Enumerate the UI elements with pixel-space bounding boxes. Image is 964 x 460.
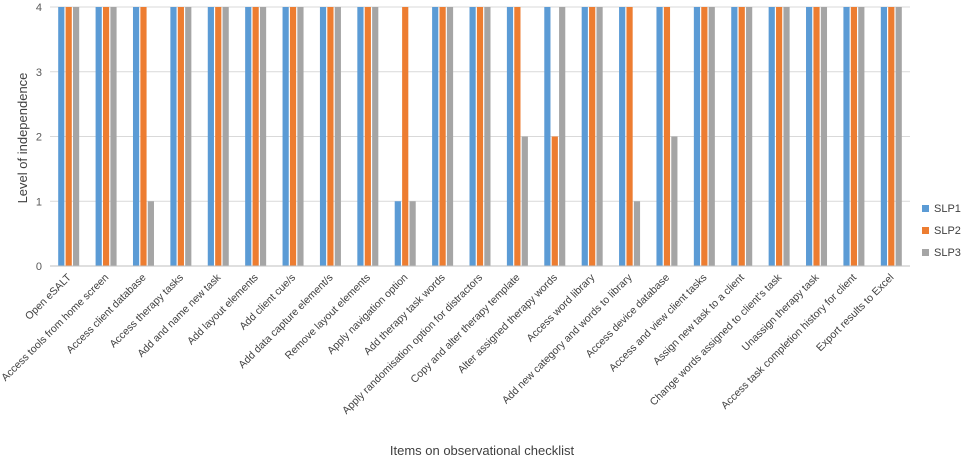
bar-series bbox=[58, 7, 902, 266]
bar-slp1 bbox=[394, 201, 401, 266]
bar-slp2 bbox=[364, 7, 371, 266]
bar-slp2 bbox=[65, 7, 72, 266]
legend-label: SLP2 bbox=[934, 225, 961, 237]
bar-slp3 bbox=[297, 7, 304, 266]
x-axis-title: Items on observational checklist bbox=[390, 443, 575, 458]
bar-slp2 bbox=[738, 7, 745, 266]
bar-slp3 bbox=[72, 7, 80, 266]
bar-slp2 bbox=[551, 136, 558, 266]
bar-slp3 bbox=[110, 7, 117, 266]
bar-slp3 bbox=[783, 7, 790, 266]
bar-slp3 bbox=[820, 7, 828, 266]
bar-slp1 bbox=[731, 7, 738, 266]
bar-slp1 bbox=[768, 7, 775, 266]
bar-slp3 bbox=[484, 7, 491, 266]
x-tick-label: Add new category and words to library bbox=[500, 271, 635, 406]
y-axis-title: Level of independence bbox=[15, 73, 30, 204]
bar-slp1 bbox=[656, 7, 663, 266]
x-tick-label: Export results to Excel bbox=[814, 272, 896, 354]
y-tick-label: 2 bbox=[36, 132, 42, 144]
bar-slp1 bbox=[843, 7, 850, 266]
bar-slp3 bbox=[671, 136, 678, 266]
bar-slp3 bbox=[147, 201, 154, 266]
bar-slp1 bbox=[806, 7, 813, 266]
bar-slp2 bbox=[102, 7, 110, 266]
bar-slp1 bbox=[207, 7, 214, 266]
x-tick-label: Change words assigned to client's task bbox=[648, 271, 785, 408]
y-tick-label: 3 bbox=[36, 67, 42, 79]
bar-slp3 bbox=[596, 7, 603, 266]
bar-slp2 bbox=[327, 7, 334, 266]
bar-slp2 bbox=[776, 7, 783, 266]
bar-slp1 bbox=[357, 7, 364, 266]
bar-slp1 bbox=[95, 7, 102, 266]
bar-slp2 bbox=[888, 7, 895, 266]
bar-slp3 bbox=[222, 7, 229, 266]
bar-slp2 bbox=[813, 7, 820, 266]
bar-slp2 bbox=[215, 7, 222, 266]
y-tick-label: 4 bbox=[36, 2, 42, 14]
bar-slp3 bbox=[446, 7, 454, 266]
bar-slp2 bbox=[701, 7, 708, 266]
bar-slp1 bbox=[58, 7, 65, 266]
bar-slp2 bbox=[476, 7, 484, 266]
x-tick-label: Add layout elements bbox=[185, 272, 261, 348]
bar-slp1 bbox=[282, 7, 289, 266]
bar-slp1 bbox=[432, 7, 439, 266]
bar-slp2 bbox=[402, 7, 409, 266]
bar-slp3 bbox=[521, 136, 528, 266]
bar-slp3 bbox=[259, 7, 267, 266]
bar-slp1 bbox=[132, 7, 140, 266]
bar-slp1 bbox=[880, 7, 888, 266]
bar-slp3 bbox=[633, 201, 641, 266]
bar-slp1 bbox=[581, 7, 588, 266]
bar-slp2 bbox=[850, 7, 858, 266]
bar-slp2 bbox=[663, 7, 671, 266]
bar-slp1 bbox=[619, 7, 626, 266]
legend: SLP1 SLP2 SLP3 bbox=[922, 203, 961, 259]
legend-label: SLP3 bbox=[934, 247, 961, 259]
bar-slp2 bbox=[589, 7, 596, 266]
bar-slp2 bbox=[626, 7, 633, 266]
bar-slp2 bbox=[177, 7, 184, 266]
x-tick-label: Access task completion history for clien… bbox=[719, 272, 859, 412]
bar-slp3 bbox=[185, 7, 192, 266]
bar-slp2 bbox=[439, 7, 446, 266]
y-tick-label: 1 bbox=[36, 196, 42, 208]
bar-slp3 bbox=[409, 201, 416, 266]
bar-slp2 bbox=[140, 7, 147, 266]
y-tick-label: 0 bbox=[36, 261, 42, 273]
bar-slp1 bbox=[693, 7, 701, 266]
bar-slp1 bbox=[319, 7, 327, 266]
bar-slp3 bbox=[858, 7, 865, 266]
legend-label: SLP1 bbox=[934, 203, 961, 215]
x-tick-label: Apply randomisation option for distracto… bbox=[340, 272, 485, 417]
bar-slp3 bbox=[372, 7, 379, 266]
legend-swatch bbox=[922, 227, 929, 234]
bar-slp3 bbox=[746, 7, 753, 266]
bar-slp3 bbox=[334, 7, 341, 266]
y-axis-ticks: 0 1 2 3 4 bbox=[36, 2, 42, 273]
legend-swatch bbox=[922, 205, 929, 212]
x-tick-label: Access word library bbox=[524, 271, 597, 344]
bar-slp2 bbox=[289, 7, 297, 266]
bar-slp3 bbox=[708, 7, 715, 266]
bar-slp2 bbox=[252, 7, 259, 266]
bar-slp1 bbox=[469, 7, 476, 266]
bar-slp3 bbox=[559, 7, 566, 266]
legend-swatch bbox=[922, 249, 929, 256]
bar-slp1 bbox=[170, 7, 177, 266]
bar-slp1 bbox=[245, 7, 252, 266]
bar-slp1 bbox=[544, 7, 551, 266]
bar-slp2 bbox=[514, 7, 521, 266]
bar-slp3 bbox=[895, 7, 902, 266]
bar-slp1 bbox=[506, 7, 514, 266]
